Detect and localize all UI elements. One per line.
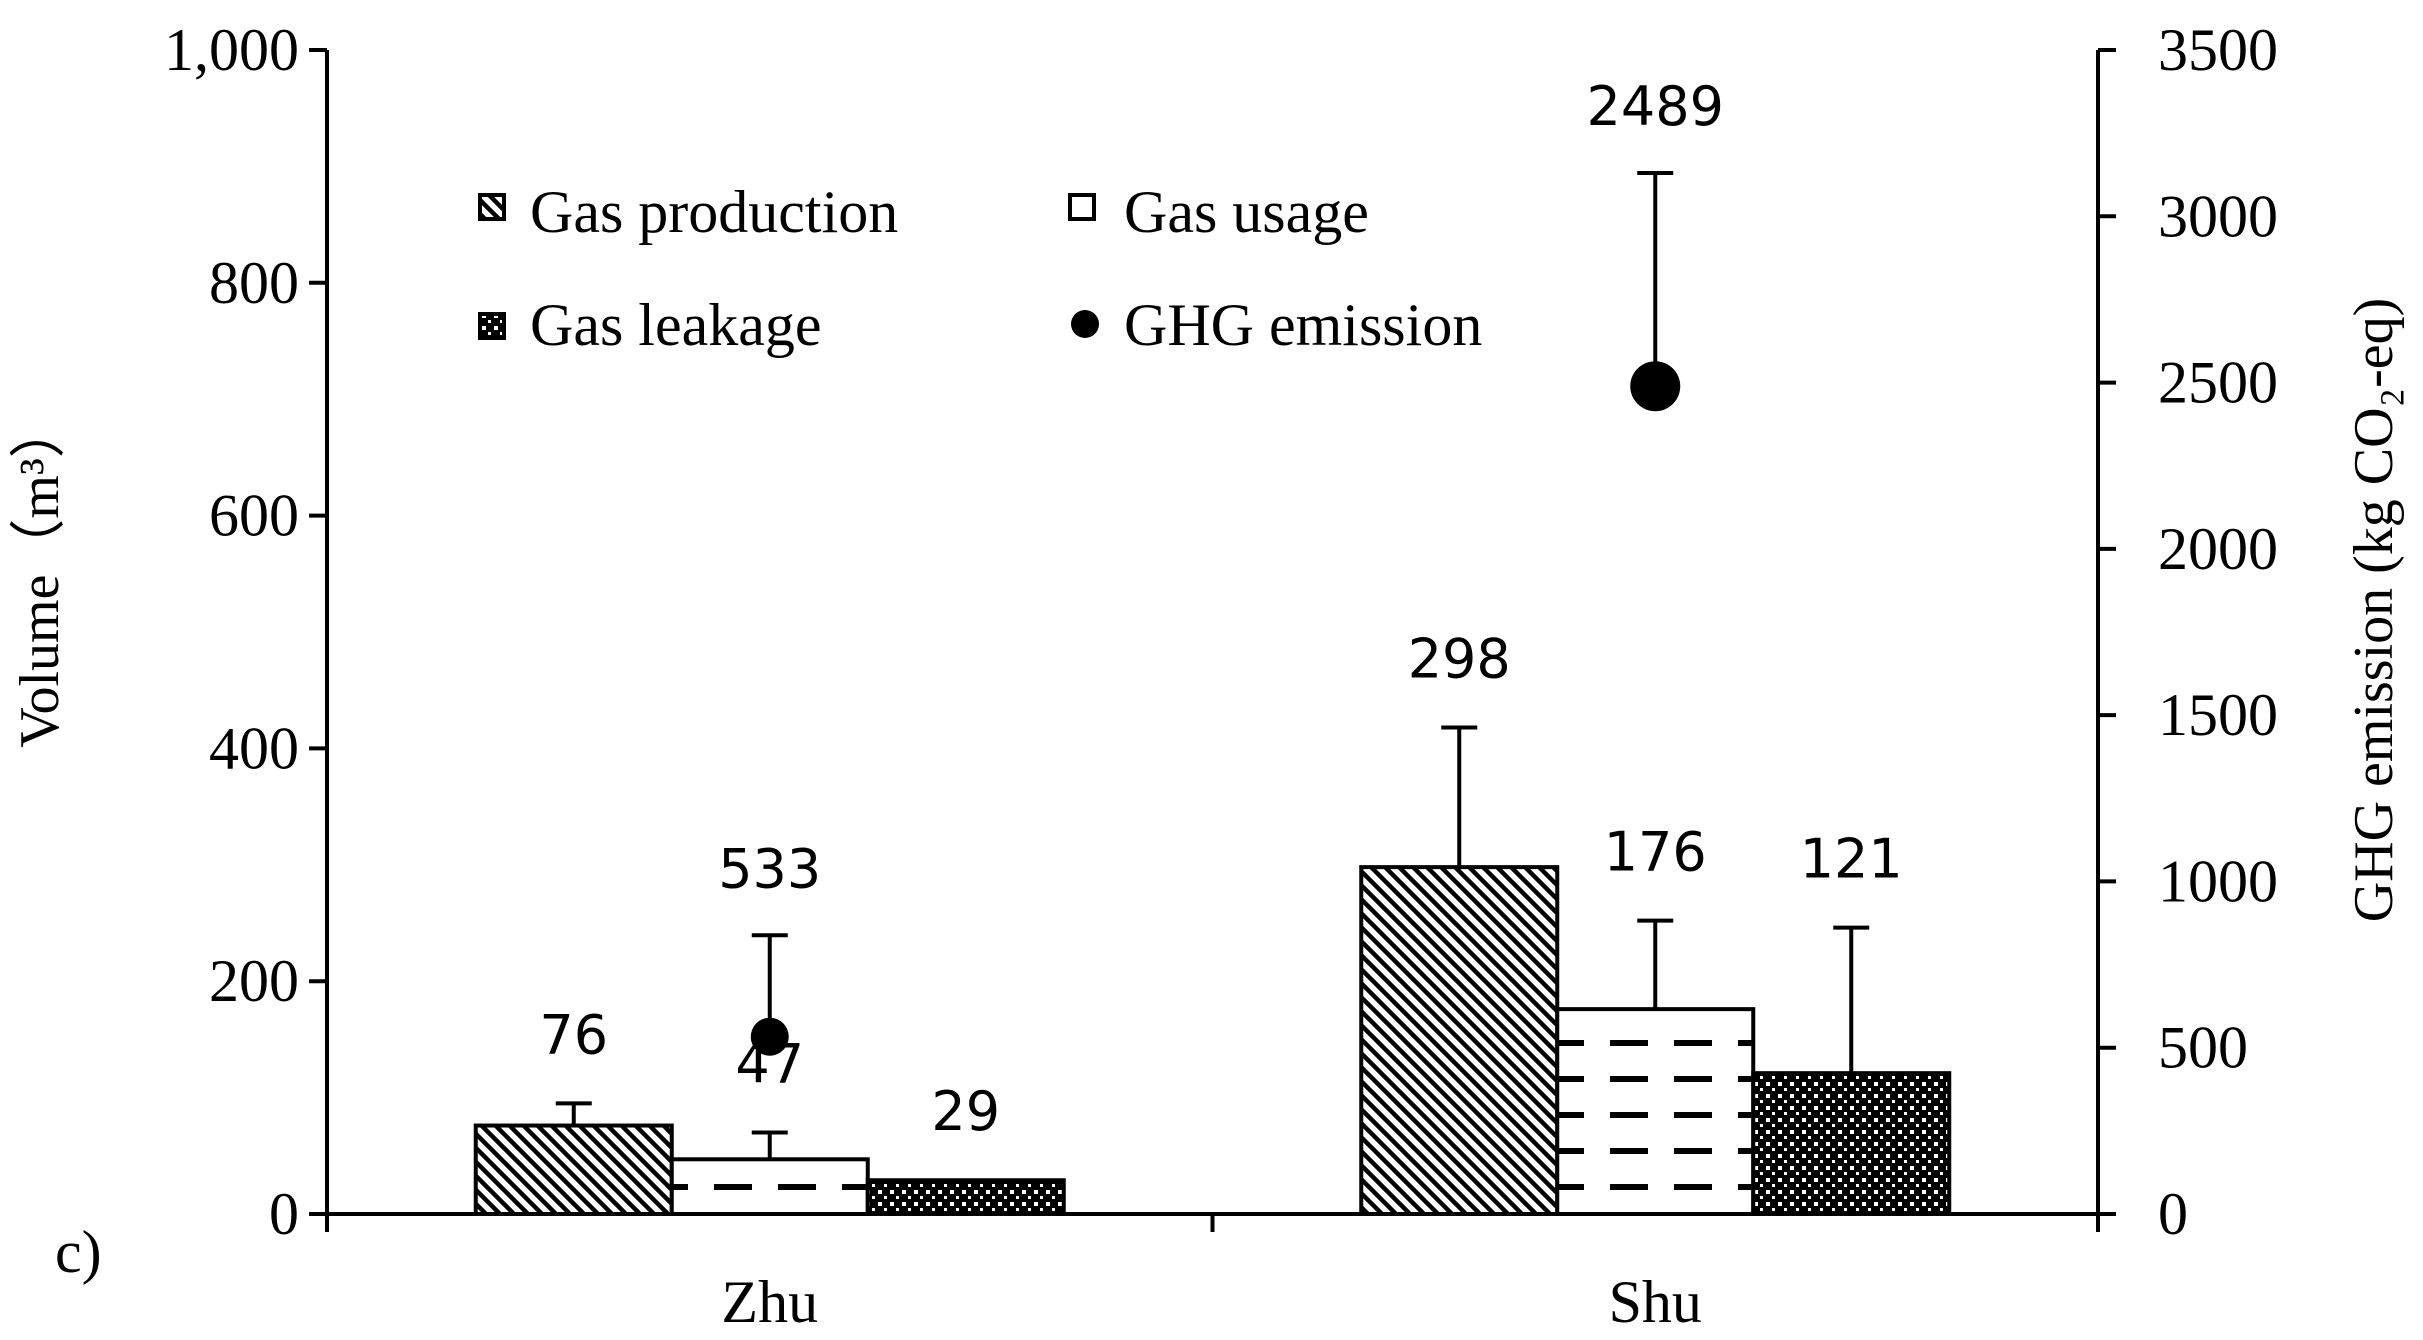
- legend: Gas production Gas usage Gas leakage GHG…: [478, 179, 1482, 358]
- bar-value-label: 298: [1408, 627, 1511, 690]
- ghg-value-label: 2489: [1587, 75, 1724, 138]
- y2-tick-label: 2000: [2158, 516, 2278, 582]
- y2-tick-label: 500: [2158, 1015, 2248, 1081]
- legend-swatch-gas-leakage: [478, 312, 506, 340]
- ghg-emission-marker: [750, 1017, 789, 1056]
- bar-value-label: 29: [931, 1080, 1000, 1143]
- bar-value-label: 121: [1800, 828, 1903, 891]
- ghg-emission-marker: [1630, 361, 1681, 412]
- bar-gas-leakage: [865, 1178, 1066, 1217]
- bar-gas-production: [1359, 865, 1560, 1216]
- x-tick-label: Zhu: [721, 1269, 818, 1335]
- bars: [473, 171, 1952, 1217]
- y2-tick-label: 3000: [2158, 183, 2278, 249]
- legend-swatch-gas-production: [478, 193, 506, 221]
- legend-item-gas-usage: Gas usage: [1068, 179, 1369, 245]
- y2-axis-title: GHG emission (kg CO₂-eq): [2343, 298, 2405, 923]
- y-tick-label: 1,000: [164, 17, 299, 83]
- bar-gas-production: [473, 1123, 674, 1217]
- legend-label-gas-leakage: Gas leakage: [530, 292, 822, 358]
- y-axis-title: Volume（m³）: [9, 402, 71, 748]
- legend-item-ghg-emission: GHG emission: [1071, 292, 1482, 358]
- ghg-value-label: 533: [718, 837, 821, 900]
- y-tick-label: 200: [209, 948, 299, 1014]
- legend-label-gas-usage: Gas usage: [1124, 179, 1369, 245]
- legend-label-gas-production: Gas production: [530, 179, 898, 245]
- y-tick-label: 0: [269, 1181, 299, 1247]
- x-tick-label: Shu: [1609, 1269, 1702, 1335]
- legend-marker-ghg-emission: [1071, 310, 1099, 338]
- y-tick-label: 800: [209, 250, 299, 316]
- y2-tick-label: 0: [2158, 1181, 2188, 1247]
- y2-tick-label: 2500: [2158, 350, 2278, 416]
- panel-label: c): [55, 1219, 102, 1285]
- legend-label-ghg-emission: GHG emission: [1124, 292, 1482, 358]
- y2-tick-label: 1500: [2158, 682, 2278, 748]
- bar-gas-usage: [1555, 1007, 1756, 1216]
- bar-value-label: 176: [1604, 821, 1707, 884]
- y2-tick-label: 1000: [2158, 848, 2278, 914]
- legend-swatch-gas-usage: [1068, 193, 1096, 221]
- bar-gas-usage: [669, 1157, 870, 1216]
- data-labels: 76 47 29 298 176 121 533 2489: [539, 75, 1902, 1143]
- legend-item-gas-leakage: Gas leakage: [478, 292, 822, 358]
- y2-tick-label: 3500: [2158, 17, 2278, 83]
- bar-value-label: 76: [539, 1003, 608, 1066]
- bar-gas-leakage: [1751, 1071, 1952, 1216]
- y-tick-label: 600: [209, 483, 299, 549]
- y-tick-label: 400: [209, 715, 299, 781]
- bar-value-label: 47: [735, 1033, 804, 1096]
- legend-item-gas-production: Gas production: [478, 179, 898, 245]
